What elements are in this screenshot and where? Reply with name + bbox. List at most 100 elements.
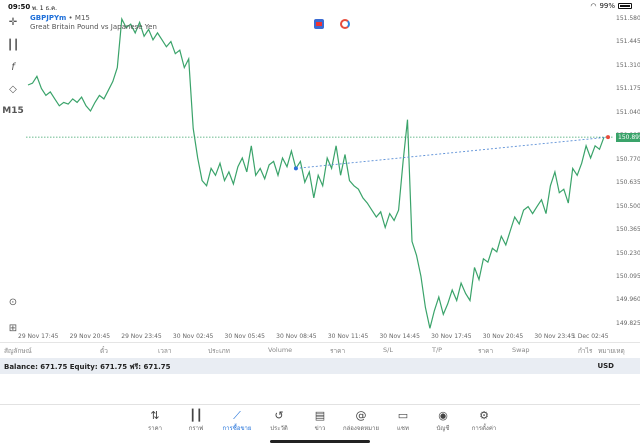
price-tick-label: 150.365 xyxy=(616,226,640,234)
time-tick-label: 30 Nov 08:45 xyxy=(276,333,317,340)
price-tick-label: 150.230 xyxy=(616,249,640,257)
new-order-icon[interactable]: ⊞ xyxy=(8,322,18,334)
time-tick-label: 30 Nov 11:45 xyxy=(327,333,369,340)
nav-label: บัญชี xyxy=(436,425,450,432)
price-series-line xyxy=(27,16,605,329)
status-right: ◠ 99% xyxy=(590,2,632,10)
quotes-icon: ⇅ xyxy=(150,409,160,422)
status-time: 09:50 xyxy=(8,3,31,11)
price-tick-label: 150.095 xyxy=(616,273,640,280)
mailbox-icon: @ xyxy=(355,409,367,422)
time-tick-label: 30 Nov 05:45 xyxy=(224,333,265,340)
trend-line-end-handle[interactable] xyxy=(606,135,610,140)
balance-text: Balance: 671.75 Equity: 671.75 ฟรี: 671.… xyxy=(4,363,171,371)
magnify-icon[interactable]: ⊙ xyxy=(8,296,18,308)
candlestick-icon[interactable]: ┃┃ xyxy=(6,39,20,51)
col-symbol[interactable]: สัญลักษณ์ xyxy=(4,347,32,355)
nav-label: ประวัติ xyxy=(270,425,288,432)
col-type[interactable]: ประเภท xyxy=(208,347,230,355)
price-tick-label: 149.960 xyxy=(616,296,640,304)
price-tick-label: 150.500 xyxy=(616,202,640,210)
price-axis: 151.580151.445151.310151.175151.040150.9… xyxy=(614,12,640,330)
price-tick-label: 151.175 xyxy=(616,85,640,93)
crosshair-icon[interactable]: ✛ xyxy=(8,16,18,28)
time-tick-label: 29 Nov 23:45 xyxy=(121,333,162,340)
bottom-navigation: ⇅ ราคา ┃┃ กราฟ ⟋ การซื้อขาย ↺ ประวัติ ▤ … xyxy=(0,404,640,447)
trades-header: สัญลักษณ์ ตั๋ว เวลา ประเภท Volume ราคา S… xyxy=(0,342,640,356)
battery-label: 99% xyxy=(599,2,615,10)
sync-icon[interactable] xyxy=(340,19,350,29)
time-tick-label: 30 Nov 20:45 xyxy=(482,333,524,340)
price-tick-label: 149.825 xyxy=(616,319,640,327)
home-indicator xyxy=(270,440,370,443)
nav-label: กล่องจดหมาย xyxy=(342,425,380,432)
price-tick-label: 150.635 xyxy=(616,179,640,187)
price-tick-label: 150.770 xyxy=(616,155,640,163)
price-tick-label: 151.445 xyxy=(616,38,640,46)
objects-icon[interactable]: ◇ xyxy=(9,83,17,95)
indicator-icon[interactable]: f xyxy=(11,61,15,73)
timeframe-button[interactable]: M15 xyxy=(2,106,24,116)
current-price-tag: 150.895 xyxy=(616,133,640,142)
col-price[interactable]: ราคา xyxy=(330,347,346,355)
time-tick-label: 30 Nov 17:45 xyxy=(431,333,472,340)
balance-bar: Balance: 671.75 Equity: 671.75 ฟรี: 671.… xyxy=(0,358,640,374)
chat-icon: ▭ xyxy=(397,409,409,422)
trend-line[interactable] xyxy=(295,136,609,169)
chart-symbol-block: GBPJPYm • M15 Great Britain Pound vs Jap… xyxy=(30,14,157,31)
nav-label: กราฟ xyxy=(188,425,204,432)
col-profit[interactable]: กำไร xyxy=(578,347,593,355)
trend-line-start-handle[interactable] xyxy=(293,166,298,171)
trade-icon: ⟋ xyxy=(233,409,241,422)
nav-chart[interactable]: ┃┃ กราฟ xyxy=(176,409,216,433)
time-tick-label: 29 Nov 17:45 xyxy=(18,333,59,340)
nav-quotes[interactable]: ⇅ ราคา xyxy=(135,409,175,433)
nav-label: ราคา xyxy=(148,425,162,432)
col-order[interactable]: ตั๋ว xyxy=(100,347,108,355)
chart-symbol: GBPJPYm xyxy=(30,14,67,22)
col-price-current[interactable]: ราคา xyxy=(478,347,494,355)
chart-quick-buttons xyxy=(314,19,350,29)
col-comment[interactable]: หมายเหตุ xyxy=(598,347,625,355)
nav-trade[interactable]: ⟋ การซื้อขาย xyxy=(217,409,257,433)
time-tick-label: 1 Dec 02:45 xyxy=(572,333,609,340)
time-tick-label: 30 Nov 14:45 xyxy=(379,333,420,340)
nav-history[interactable]: ↺ ประวัติ xyxy=(259,409,299,433)
chart-description: Great Britain Pound vs Japanese Yen xyxy=(30,23,157,31)
price-tick-label: 151.040 xyxy=(616,108,640,116)
col-tp[interactable]: T/P xyxy=(432,346,443,354)
account-icon: ◉ xyxy=(438,409,448,422)
price-tick-label: 151.310 xyxy=(616,61,640,69)
nav-mailbox[interactable]: @ กล่องจดหมาย xyxy=(341,409,381,433)
status-bar: 09:50 พ. 1 ธ.ค. ◠ 99% xyxy=(0,0,640,14)
price-tick-label: 151.580 xyxy=(616,14,640,22)
battery-icon xyxy=(618,3,632,9)
nav-settings[interactable]: ⚙ การตั้งค่า xyxy=(464,409,504,433)
col-swap[interactable]: Swap xyxy=(512,346,530,354)
chart-icon: ┃┃ xyxy=(189,409,203,422)
news-icon: ▤ xyxy=(314,409,326,422)
time-tick-label: 30 Nov 23:45 xyxy=(534,333,575,340)
col-sl[interactable]: S/L xyxy=(383,346,393,354)
one-click-trading-icon[interactable] xyxy=(314,19,324,29)
nav-account[interactable]: ◉ บัญชี xyxy=(423,409,463,433)
history-icon: ↺ xyxy=(274,409,284,422)
balance-currency: USD xyxy=(597,362,614,370)
price-chart[interactable]: GBPJPYm • M15 Great Britain Pound vs Jap… xyxy=(26,12,614,330)
nav-news[interactable]: ▤ ข่าว xyxy=(300,409,340,433)
chart-timeframe: M15 xyxy=(74,14,90,22)
left-toolbar: ✛ ┃┃ f ◇ M15 ⊙ ⊞ xyxy=(0,12,26,342)
time-axis: 29 Nov 17:45 29 Nov 20:45 29 Nov 23:45 30 N… xyxy=(18,330,614,342)
time-tick-label: 30 Nov 02:45 xyxy=(172,333,214,340)
col-volume[interactable]: Volume xyxy=(268,346,293,354)
nav-label: การตั้งค่า xyxy=(471,425,497,432)
nav-label: ข่าว xyxy=(314,425,326,432)
time-tick-label: 29 Nov 20:45 xyxy=(69,333,111,340)
nav-label: แชท xyxy=(397,425,409,432)
status-date: พ. 1 ธ.ค. xyxy=(32,5,57,12)
chart-timeframe-dot: • xyxy=(68,14,75,22)
settings-icon: ⚙ xyxy=(479,409,489,422)
nav-chat[interactable]: ▭ แชท xyxy=(383,409,423,433)
col-time[interactable]: เวลา xyxy=(158,347,172,355)
